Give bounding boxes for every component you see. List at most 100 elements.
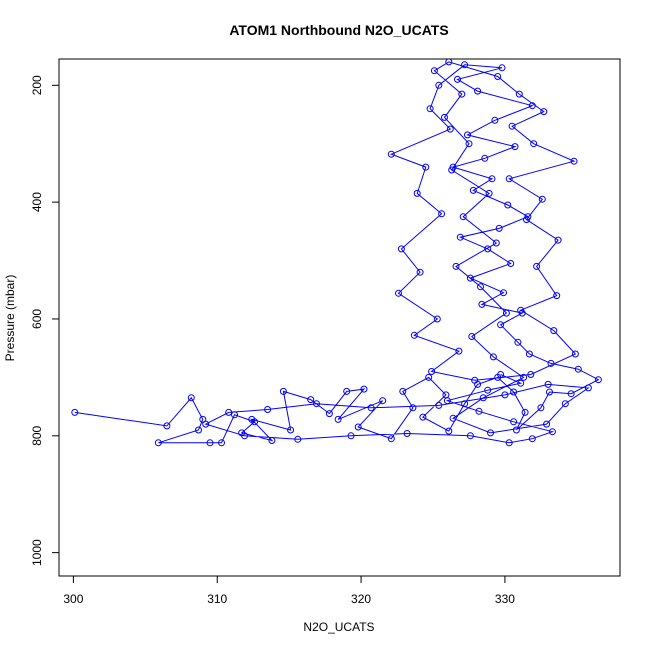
data-point — [478, 300, 486, 308]
y-tick-label: 400 — [30, 192, 44, 212]
data-point — [553, 292, 561, 300]
data-point — [466, 432, 474, 440]
data-point — [538, 195, 546, 203]
data-point — [485, 189, 493, 197]
data-point — [475, 407, 483, 415]
data-point — [325, 410, 333, 418]
data-point — [202, 420, 210, 428]
data-point — [491, 116, 499, 124]
data-point — [548, 428, 556, 436]
data-point — [435, 401, 443, 409]
x-tick-label: 310 — [207, 592, 227, 606]
plot-frame — [58, 58, 621, 577]
data-point — [554, 236, 562, 244]
data-point — [479, 394, 487, 402]
data-point — [464, 131, 471, 139]
chart-title: ATOM1 Northbound N2O_UCATS — [229, 22, 448, 38]
data-point — [426, 105, 434, 113]
data-point — [497, 321, 505, 329]
data-point — [494, 73, 502, 80]
data-point — [508, 122, 516, 130]
data-point — [279, 387, 287, 395]
data-point — [458, 90, 466, 98]
data-point — [501, 391, 509, 399]
data-point — [354, 423, 362, 431]
data-point — [502, 309, 510, 317]
data-point — [481, 154, 489, 162]
data-point — [512, 426, 520, 434]
x-axis-label: N2O_UCATS — [303, 620, 374, 634]
data-point — [428, 368, 436, 375]
data-point — [448, 166, 456, 174]
data-point — [435, 81, 443, 89]
data-point — [360, 385, 368, 393]
data-point — [294, 435, 302, 443]
data-point — [495, 224, 503, 232]
data-point — [511, 143, 519, 151]
data-point — [455, 347, 463, 355]
data-point — [504, 201, 512, 209]
data-point — [445, 59, 453, 66]
data-point — [525, 350, 533, 358]
data-point — [71, 408, 79, 416]
data-point — [517, 379, 525, 387]
data-point — [527, 371, 535, 378]
data-point — [537, 404, 545, 412]
data-point — [187, 394, 195, 402]
data-point — [347, 432, 355, 440]
data-point — [530, 140, 538, 148]
data-point — [409, 404, 417, 412]
data-point — [515, 90, 523, 98]
data-point — [514, 338, 522, 346]
data-point — [154, 439, 162, 447]
data-point — [528, 102, 536, 110]
data-point — [547, 359, 555, 367]
data-point — [466, 274, 474, 282]
data-point — [510, 418, 518, 426]
y-tick-label: 200 — [30, 75, 44, 95]
data-point — [461, 400, 469, 408]
data-point — [507, 260, 515, 267]
data-point — [206, 439, 214, 447]
data-point — [334, 415, 342, 423]
data-point — [248, 415, 256, 423]
data-point — [456, 233, 464, 241]
data-point — [403, 430, 411, 437]
data-point — [571, 350, 579, 358]
data-point — [419, 413, 427, 421]
y-axis-label: Pressure (mbar) — [3, 275, 17, 362]
data-point — [313, 400, 320, 408]
data-point — [268, 437, 276, 444]
data-point — [574, 365, 582, 373]
data-point — [528, 435, 536, 443]
data-point — [231, 411, 238, 419]
data-point — [163, 422, 171, 430]
data-point — [441, 113, 448, 121]
data-point — [505, 439, 513, 447]
data-point — [471, 376, 479, 384]
data-point — [459, 213, 467, 221]
data-point — [443, 397, 451, 405]
data-point — [264, 406, 272, 413]
data-point — [287, 426, 295, 434]
data-point — [533, 262, 541, 270]
data-point — [492, 239, 500, 247]
data-point — [425, 373, 433, 381]
data-point — [474, 87, 482, 95]
data-point — [488, 175, 496, 183]
data-point — [465, 140, 473, 148]
data-point — [505, 175, 513, 183]
data-point — [497, 371, 505, 378]
y-tick-label: 800 — [30, 425, 44, 445]
data-point — [195, 426, 202, 434]
data-point — [484, 386, 492, 394]
y-axis: 200 400 600 800 1000 — [30, 75, 60, 566]
data-point — [487, 429, 494, 437]
data-point — [225, 408, 233, 416]
data-point — [500, 289, 507, 297]
x-axis: 300 310 320 330 — [63, 575, 515, 606]
data-point — [484, 245, 492, 253]
data-point — [521, 408, 529, 416]
data-point — [307, 396, 315, 404]
